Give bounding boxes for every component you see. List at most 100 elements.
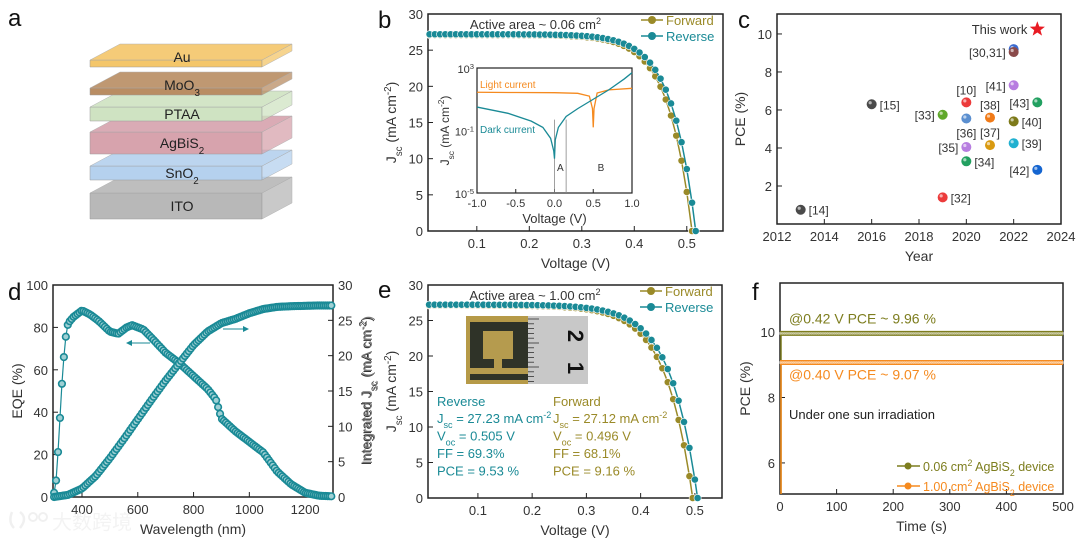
data-point <box>808 361 811 364</box>
data-point <box>855 331 859 335</box>
data-point <box>925 361 929 364</box>
data-point <box>912 361 915 364</box>
photo-electrode-bar <box>470 368 528 374</box>
data-point <box>971 331 974 335</box>
y-tick-label: 15 <box>409 385 423 400</box>
data-point <box>674 396 683 405</box>
photo-electrode <box>483 331 513 359</box>
x-tick-label: 200 <box>882 499 904 514</box>
y-tick-label: 80 <box>34 320 48 335</box>
x-tick-label: 2016 <box>857 229 886 244</box>
data-point <box>821 361 825 364</box>
data-point <box>905 331 909 335</box>
data-point <box>1011 331 1015 335</box>
point-highlight <box>868 101 872 105</box>
data-point <box>848 361 852 364</box>
y2-tick-label: 5 <box>338 455 345 470</box>
data-point <box>869 361 872 364</box>
data-point <box>828 361 832 364</box>
data-point <box>785 331 789 335</box>
data-point <box>819 361 823 364</box>
data-point <box>1025 331 1029 335</box>
data-point <box>682 165 691 173</box>
series-line <box>54 304 332 498</box>
data-point <box>828 331 832 335</box>
data-point <box>955 361 958 364</box>
inset-series-light <box>476 87 633 128</box>
data-point <box>864 331 868 335</box>
data-point <box>959 361 963 364</box>
y-tick-label: 8 <box>765 65 772 80</box>
data-point <box>1045 331 1049 335</box>
data-point <box>1023 331 1026 335</box>
data-point <box>998 361 1002 364</box>
param-line: FF = 69.3% <box>437 446 505 461</box>
data-point <box>1043 361 1047 364</box>
point-highlight <box>963 158 967 162</box>
data-point <box>651 65 660 74</box>
data-point <box>1027 361 1031 364</box>
data-point <box>778 361 782 364</box>
x-tick-label: 0.5 <box>686 503 704 518</box>
scatter-point: [15] <box>866 98 900 112</box>
x-tick-label: 2020 <box>952 229 981 244</box>
data-point <box>968 361 972 364</box>
x-tick-label: 800 <box>183 502 205 517</box>
data-point <box>787 331 791 335</box>
params-heading: Forward <box>553 394 601 409</box>
panel-letter: c <box>738 7 750 34</box>
x-tick-label: 500 <box>1052 499 1074 514</box>
data-point <box>1023 361 1026 364</box>
data-point <box>921 331 925 335</box>
data-point <box>839 361 843 364</box>
point-marker <box>1032 97 1043 108</box>
panel-letter: f <box>752 279 759 306</box>
y-axis-label: PCE (%) <box>732 92 748 146</box>
data-point <box>934 361 938 364</box>
data-point <box>792 331 795 335</box>
data-point <box>885 331 888 335</box>
data-point <box>1048 361 1051 364</box>
data-point <box>814 361 818 364</box>
params-heading: Reverse <box>437 394 485 409</box>
data-point <box>869 331 872 335</box>
x-tick-label: 400 <box>71 502 93 517</box>
layer-top <box>89 71 293 89</box>
y-tick-label: 60 <box>34 363 48 378</box>
series-small-device: @0.42 V PCE ~ 9.96 % <box>778 310 1065 494</box>
data-point <box>882 331 886 335</box>
layer-label: Au <box>173 49 190 65</box>
data-point <box>914 331 918 335</box>
x-axis-label: Year <box>905 248 934 264</box>
data-point <box>995 361 999 364</box>
y-axis-label: Jsc (mA cm-2) <box>383 351 405 433</box>
data-point <box>1054 361 1058 364</box>
point-highlight <box>1034 99 1038 103</box>
data-point <box>939 331 943 335</box>
data-point <box>213 403 223 412</box>
data-point <box>672 116 681 125</box>
pce-annotation: @0.40 V PCE ~ 9.07 % <box>789 366 936 382</box>
scatter-point: [36] <box>956 113 976 141</box>
scatter-point: [37] <box>980 126 1000 151</box>
y-tick-label: 10 <box>409 420 423 435</box>
data-point <box>875 361 879 364</box>
x-tick-label: 0.3 <box>573 236 591 251</box>
data-point <box>794 331 798 335</box>
inset-y-tick-label: 10-5 <box>455 187 474 202</box>
legend-label-reverse: Reverse <box>666 29 714 44</box>
point-highlight <box>1010 82 1014 86</box>
data-point <box>1018 361 1022 364</box>
param-line: Jsc = 27.12 mA cm-2 <box>553 410 667 430</box>
this-work-star-icon <box>1029 21 1045 36</box>
data-point <box>871 331 875 335</box>
data-point <box>950 361 954 364</box>
irradiation-note: Under one sun irradiation <box>789 407 935 422</box>
data-point <box>964 361 968 364</box>
data-point <box>961 331 965 335</box>
reference-label: [33] <box>915 109 935 123</box>
data-point <box>873 331 877 335</box>
y2-tick-label: 30 <box>338 278 352 293</box>
point-highlight <box>939 194 943 198</box>
light-current-label: Light current <box>480 80 536 91</box>
